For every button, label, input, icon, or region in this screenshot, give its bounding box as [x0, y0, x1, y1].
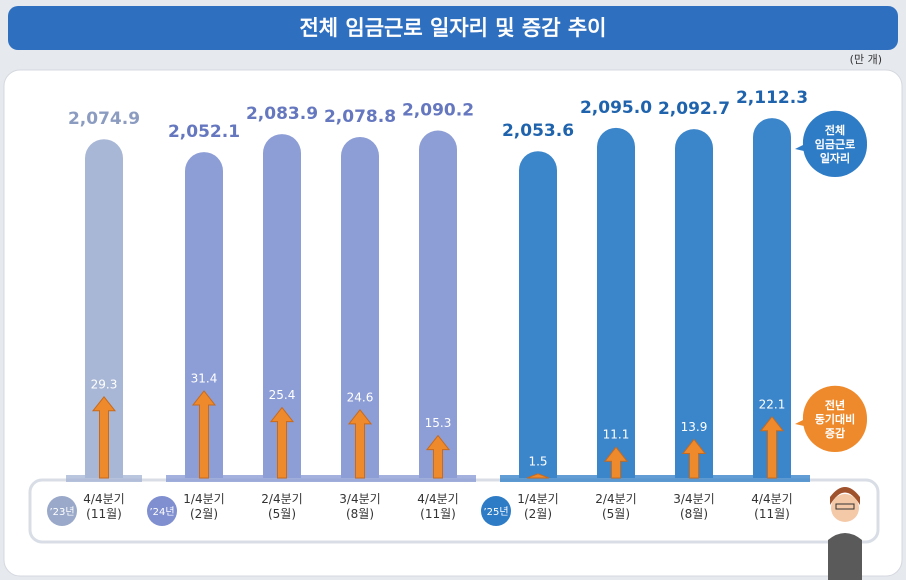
- unit-label: (만 개): [850, 53, 882, 66]
- change-arrow: [91, 395, 117, 479]
- year-label: ’25년: [483, 506, 508, 518]
- value-label: 2,053.6: [502, 121, 574, 141]
- bar: [419, 130, 457, 479]
- change-arrow: [681, 438, 707, 479]
- bar: [263, 134, 301, 479]
- change-label: 25.4: [269, 388, 296, 402]
- value-label: 2,074.9: [68, 109, 140, 129]
- bar: [753, 118, 791, 479]
- x-tick-label: 1/4분기 (2월): [517, 492, 559, 521]
- legend-label: 전체 임금근로 일자리: [814, 124, 856, 165]
- change-label: 31.4: [191, 371, 218, 385]
- year-badge: [47, 496, 77, 526]
- legend-bubble: [803, 113, 867, 177]
- chart-title: 전체 임금근로 일자리 및 증감 추이: [299, 16, 606, 40]
- year-badge: [147, 496, 177, 526]
- x-tick-label: 3/4분기 (8월): [673, 492, 715, 521]
- change-arrow: [526, 473, 550, 479]
- year-label: ’24년: [149, 506, 174, 518]
- change-arrow: [759, 415, 785, 479]
- change-arrow: [603, 446, 629, 479]
- change-label: 22.1: [759, 397, 786, 411]
- legend-bubble: [803, 388, 867, 452]
- value-label: 2,095.0: [580, 98, 652, 118]
- change-arrow: [425, 434, 451, 479]
- change-label: 11.1: [603, 428, 630, 442]
- value-label: 2,090.2: [402, 101, 474, 121]
- x-tick-label: 4/4분기 (11월): [751, 492, 793, 521]
- change-arrow: [269, 406, 295, 479]
- change-label: 1.5: [528, 454, 547, 468]
- baseline-strip: [166, 475, 476, 482]
- x-tick-label: 4/4분기 (11월): [417, 492, 459, 521]
- bar: [341, 136, 379, 478]
- value-label: 2,078.8: [324, 107, 396, 127]
- bar: [85, 139, 123, 479]
- change-label: 24.6: [347, 390, 374, 404]
- year-badge: [481, 496, 511, 526]
- x-tick-label: 2/4분기 (5월): [261, 492, 303, 521]
- x-tick-label: 3/4분기 (8월): [339, 492, 381, 521]
- year-label: ’23년: [49, 506, 74, 518]
- change-label: 15.3: [425, 416, 452, 430]
- change-label: 13.9: [681, 420, 708, 434]
- x-tick-label: 1/4분기 (2월): [183, 492, 225, 521]
- bar: [519, 151, 557, 478]
- presenter: [828, 487, 862, 580]
- value-label: 2,083.9: [246, 104, 318, 124]
- x-tick-label: 4/4분기 (11월): [83, 492, 125, 521]
- change-arrow: [347, 409, 373, 479]
- bar: [675, 129, 713, 479]
- value-label: 2,112.3: [736, 88, 808, 108]
- bar: [185, 152, 223, 478]
- change-label: 29.3: [91, 377, 118, 391]
- change-arrow: [191, 390, 217, 479]
- baseline-strip: [500, 475, 810, 482]
- value-label: 2,092.7: [658, 99, 730, 119]
- bar: [597, 127, 635, 478]
- legend-label: 전년 동기대비 증감: [814, 399, 856, 440]
- title-bar: [8, 6, 898, 50]
- value-label: 2,052.1: [168, 122, 240, 142]
- x-tick-label: 2/4분기 (5월): [595, 492, 637, 521]
